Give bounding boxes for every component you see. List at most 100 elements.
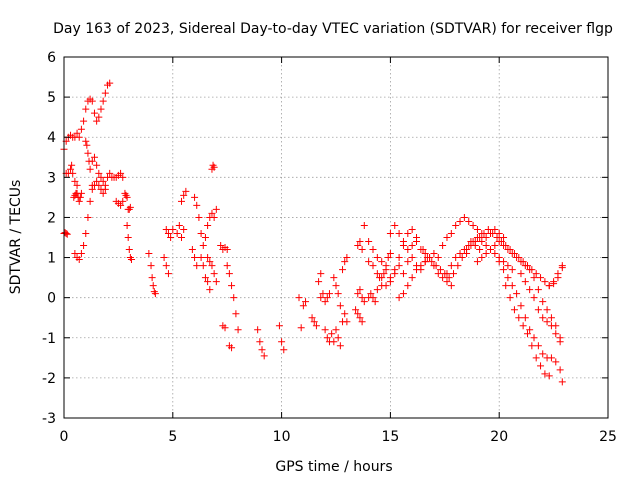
data-point [417, 262, 425, 270]
data-point [99, 189, 107, 197]
series-seg-ad [308, 270, 325, 330]
series-seg-ab [295, 294, 305, 332]
series-seg-p [178, 187, 190, 205]
data-point [339, 266, 347, 274]
data-point [180, 191, 188, 199]
data-point [151, 290, 159, 298]
data-point [530, 294, 538, 302]
data-point [495, 229, 503, 237]
series-seg-am [365, 225, 421, 290]
data-point [458, 254, 466, 262]
series-seg-z [254, 326, 268, 360]
y-tick-label: 1 [47, 251, 56, 267]
data-point [223, 246, 231, 254]
data-point [413, 266, 421, 274]
data-point [275, 322, 283, 330]
data-point [354, 242, 362, 250]
data-point [547, 322, 555, 330]
data-point [386, 250, 394, 258]
data-point [164, 229, 172, 237]
series-seg-c [62, 161, 81, 189]
data-point [258, 346, 266, 354]
data-point [191, 193, 199, 201]
series-seg-a [60, 229, 71, 238]
data-point [528, 342, 536, 350]
data-point [162, 262, 170, 270]
data-point [310, 318, 318, 326]
data-point [399, 270, 407, 278]
data-point [295, 294, 303, 302]
data-point [523, 330, 531, 338]
data-point [204, 254, 212, 262]
data-point [164, 270, 172, 278]
data-point [421, 250, 429, 258]
data-point [319, 290, 327, 298]
data-point [360, 221, 368, 229]
data-point [491, 225, 499, 233]
data-point [199, 242, 207, 250]
data-point [71, 250, 79, 258]
data-point [148, 274, 156, 282]
data-point [173, 229, 181, 237]
series-seg-at [473, 238, 564, 342]
data-point [212, 278, 220, 286]
data-point [210, 213, 218, 221]
data-point [408, 254, 416, 262]
data-point [308, 314, 316, 322]
data-point [478, 238, 486, 246]
data-point [456, 250, 464, 258]
series-seg-s [197, 254, 214, 294]
data-point [99, 97, 107, 105]
data-point [391, 270, 399, 278]
data-point [160, 254, 168, 262]
data-point [534, 286, 542, 294]
data-point [504, 246, 512, 254]
data-point [404, 246, 412, 254]
data-point [369, 262, 377, 270]
data-point [460, 246, 468, 254]
series-seg-ac [299, 298, 310, 310]
data-point [84, 213, 92, 221]
data-point [317, 270, 325, 278]
data-point [199, 262, 207, 270]
data-point [434, 270, 442, 278]
data-point [328, 330, 336, 338]
data-point [175, 221, 183, 229]
data-point [232, 310, 240, 318]
data-point [495, 238, 503, 246]
data-point [77, 250, 85, 258]
data-point [76, 193, 84, 201]
series-seg-aa [275, 322, 288, 354]
data-point [75, 197, 83, 205]
x-tick-label: 5 [168, 429, 177, 445]
data-point [356, 314, 364, 322]
data-point [526, 286, 534, 294]
series-seg-ai [354, 286, 368, 306]
data-point [436, 266, 444, 274]
data-point [443, 234, 451, 241]
grid [64, 57, 608, 418]
data-point [80, 117, 88, 125]
data-point [352, 306, 360, 314]
series-seg-aj [354, 221, 368, 254]
data-point [517, 258, 525, 266]
data-point [526, 266, 534, 274]
data-point [534, 342, 542, 350]
data-point [482, 250, 490, 258]
data-point [486, 246, 494, 254]
data-point [86, 165, 94, 173]
series-seg-i [112, 197, 127, 209]
x-tick-label: 15 [381, 429, 399, 445]
data-point [106, 79, 114, 87]
data-point [117, 201, 125, 209]
data-point [521, 278, 529, 286]
data-point [93, 161, 101, 169]
data-point [317, 294, 325, 302]
data-point [399, 290, 407, 298]
y-tick-label: 3 [47, 170, 56, 186]
data-point [228, 282, 236, 290]
data-point [452, 254, 460, 262]
data-point [537, 362, 545, 370]
series-seg-u [208, 161, 218, 173]
x-tick-label: 0 [60, 429, 69, 445]
